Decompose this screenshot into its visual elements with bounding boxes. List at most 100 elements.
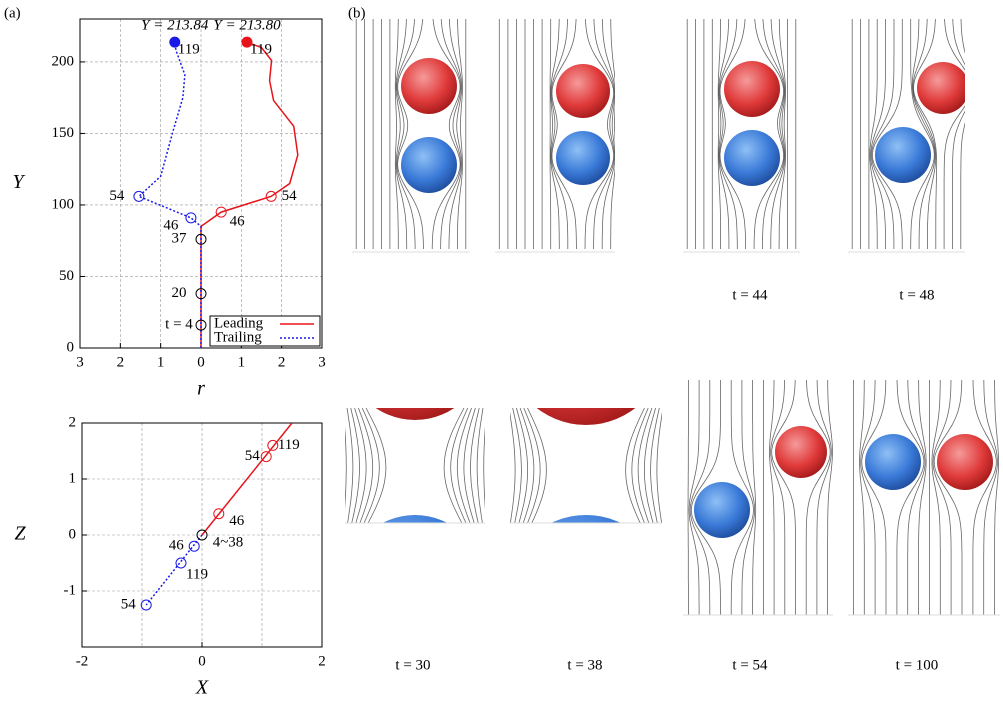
marker xyxy=(133,190,145,202)
streamline xyxy=(350,408,360,523)
streamline xyxy=(688,380,700,615)
streamline xyxy=(752,380,757,615)
streamline xyxy=(730,380,754,615)
streamline xyxy=(960,19,965,249)
streamline xyxy=(361,408,380,523)
x-tick-label: 1 xyxy=(157,354,165,370)
series-line xyxy=(200,41,299,348)
x-tick-label: 3 xyxy=(318,354,326,370)
streamline xyxy=(483,426,485,510)
marker-label: 119 xyxy=(186,566,208,582)
streamline xyxy=(650,408,660,523)
sphere xyxy=(724,130,780,186)
y-tick-label: 0 xyxy=(69,526,77,542)
marker-label: 119 xyxy=(278,437,300,453)
sphere xyxy=(875,127,931,183)
streamline xyxy=(778,19,786,249)
sphere xyxy=(401,137,457,193)
sphere xyxy=(382,515,448,523)
streamline xyxy=(827,380,833,615)
streamline xyxy=(516,408,528,523)
streamline xyxy=(719,19,746,249)
x-tick-label: 2 xyxy=(278,354,286,370)
marker xyxy=(213,508,225,520)
marker xyxy=(265,190,277,202)
streamline xyxy=(932,380,952,615)
x-tick-label: 0 xyxy=(197,354,205,370)
streamline xyxy=(912,19,937,249)
streamline xyxy=(625,408,645,523)
streamline xyxy=(931,380,941,615)
image-panel xyxy=(853,380,999,615)
end-label: Y = 213.84 xyxy=(141,18,209,34)
end-label: Y = 213.80 xyxy=(213,18,281,34)
streamline xyxy=(718,19,730,249)
streamline xyxy=(601,19,615,249)
streamline xyxy=(365,408,387,523)
streamline xyxy=(907,380,926,615)
x-axis-label: X xyxy=(195,677,209,699)
streamline xyxy=(397,19,424,250)
image-panel xyxy=(851,19,965,250)
y-tick-label: 50 xyxy=(59,268,74,284)
marker-label: 54 xyxy=(121,596,137,612)
streamline xyxy=(457,19,463,249)
x-tick-label: 3 xyxy=(76,354,84,370)
marker xyxy=(175,557,187,569)
streamline xyxy=(505,408,509,523)
streamline xyxy=(527,408,547,523)
caption: t = 48 xyxy=(899,287,934,303)
streamline xyxy=(871,19,903,250)
sphere xyxy=(556,131,610,185)
streamline xyxy=(718,19,738,249)
sphere xyxy=(917,62,965,114)
sphere xyxy=(375,408,455,420)
streamline xyxy=(859,380,865,615)
streamline xyxy=(396,19,416,249)
streamline xyxy=(470,408,480,523)
sphere xyxy=(536,408,636,425)
marker-label: 119 xyxy=(178,42,200,58)
marker xyxy=(267,439,279,451)
streamline xyxy=(440,19,462,250)
caption: t = 54 xyxy=(732,657,768,673)
y-tick-label: -1 xyxy=(64,582,77,598)
streamline xyxy=(972,380,997,615)
streamline xyxy=(450,408,469,523)
marker-label: 37 xyxy=(172,231,188,247)
sphere xyxy=(401,58,457,114)
marker-label: t = 4 xyxy=(165,317,193,333)
marker-label: 54 xyxy=(282,188,298,204)
y-tick-label: 1 xyxy=(69,470,77,486)
streamline xyxy=(631,408,649,523)
streamline xyxy=(443,408,465,523)
streamline xyxy=(463,408,476,523)
streamline xyxy=(861,380,887,615)
marker xyxy=(140,599,152,611)
streamline xyxy=(943,19,965,249)
streamline xyxy=(870,19,886,249)
y-tick-label: 150 xyxy=(52,125,75,141)
streamline xyxy=(584,19,615,250)
legend-label: Trailing xyxy=(214,329,262,345)
streamline xyxy=(994,380,999,615)
x-tick-label: 2 xyxy=(117,354,125,370)
marker-label: 46 xyxy=(229,513,245,529)
streamline xyxy=(644,408,656,523)
sphere xyxy=(775,426,827,478)
marker-label: 46 xyxy=(163,217,179,233)
streamline xyxy=(753,19,785,249)
streamline xyxy=(860,380,876,615)
caption: t = 44 xyxy=(732,287,768,303)
y-axis-label: Y xyxy=(12,171,25,193)
streamline xyxy=(637,408,653,523)
streamline xyxy=(771,380,796,615)
y-tick-label: 0 xyxy=(67,339,75,355)
legend-label: Leading xyxy=(214,315,264,331)
streamline xyxy=(395,19,408,249)
streamline xyxy=(346,408,354,523)
sphere xyxy=(937,434,993,490)
streamline xyxy=(519,408,535,523)
streamline xyxy=(476,408,484,523)
plot-frame xyxy=(81,422,323,648)
